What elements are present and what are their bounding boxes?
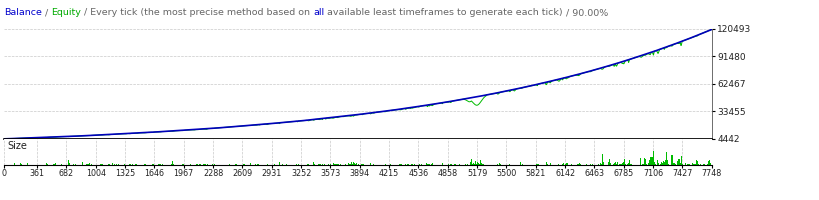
- Text: all: all: [313, 8, 324, 17]
- Text: / Every tick (the most precise method based on: / Every tick (the most precise method ba…: [81, 8, 313, 17]
- Text: Size: Size: [7, 141, 28, 151]
- Text: Equity: Equity: [51, 8, 81, 17]
- Text: available least timeframes to generate each tick): available least timeframes to generate e…: [324, 8, 562, 17]
- Text: / 90.00%: / 90.00%: [562, 8, 608, 17]
- Text: Balance: Balance: [4, 8, 42, 17]
- Text: /: /: [42, 8, 51, 17]
